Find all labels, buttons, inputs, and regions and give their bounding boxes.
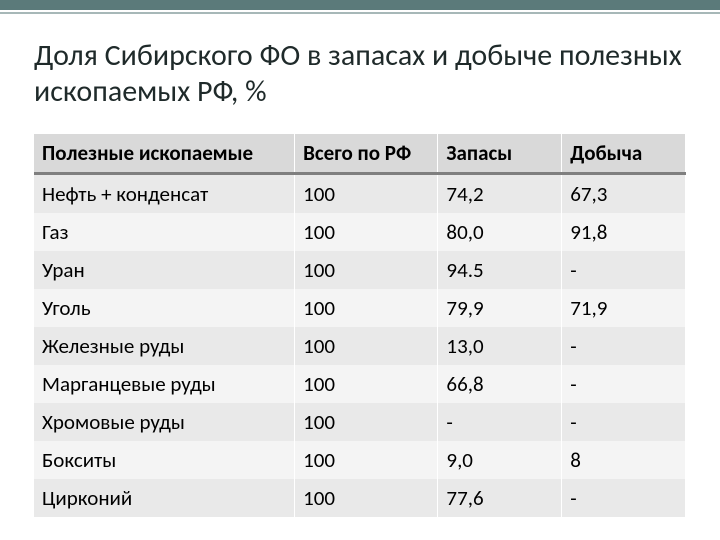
cell-total: 100 — [295, 403, 438, 441]
table-row: Уран 100 94.5 - — [34, 251, 686, 289]
table-row: Железные руды 100 13,0 - — [34, 327, 686, 365]
cell-production: 91,8 — [562, 213, 686, 251]
cell-production: 67,3 — [562, 174, 686, 214]
cell-mineral: Нефть + конденсат — [34, 174, 295, 214]
cell-reserves: 13,0 — [438, 327, 562, 365]
cell-total: 100 — [295, 289, 438, 327]
cell-mineral: Цирконий — [34, 479, 295, 517]
cell-production: - — [562, 479, 686, 517]
cell-production: 71,9 — [562, 289, 686, 327]
table-row: Уголь 100 79,9 71,9 — [34, 289, 686, 327]
table-row: Нефть + конденсат 100 74,2 67,3 — [34, 174, 686, 214]
cell-reserves: 66,8 — [438, 365, 562, 403]
cell-reserves: 94.5 — [438, 251, 562, 289]
cell-mineral: Хромовые руды — [34, 403, 295, 441]
table-row: Газ 100 80,0 91,8 — [34, 213, 686, 251]
minerals-table: Полезные ископаемые Всего по РФ Запасы Д… — [34, 134, 686, 517]
cell-production: - — [562, 403, 686, 441]
table-row: Марганцевые руды 100 66,8 - — [34, 365, 686, 403]
cell-reserves: 74,2 — [438, 174, 562, 214]
cell-mineral: Бокситы — [34, 441, 295, 479]
cell-total: 100 — [295, 441, 438, 479]
cell-production: - — [562, 251, 686, 289]
cell-mineral: Уголь — [34, 289, 295, 327]
cell-mineral: Газ — [34, 213, 295, 251]
cell-total: 100 — [295, 327, 438, 365]
col-reserves: Запасы — [438, 134, 562, 174]
cell-production: 8 — [562, 441, 686, 479]
cell-reserves: 80,0 — [438, 213, 562, 251]
slide-title: Доля Сибирского ФО в запасах и добыче по… — [34, 38, 686, 110]
cell-reserves: - — [438, 403, 562, 441]
col-mineral: Полезные ископаемые — [34, 134, 295, 174]
cell-total: 100 — [295, 365, 438, 403]
cell-total: 100 — [295, 174, 438, 214]
table-header-row: Полезные ископаемые Всего по РФ Запасы Д… — [34, 134, 686, 174]
table-row: Хромовые руды 100 - - — [34, 403, 686, 441]
decorative-accent-bar — [0, 0, 720, 10]
col-total-rf: Всего по РФ — [295, 134, 438, 174]
cell-mineral: Марганцевые руды — [34, 365, 295, 403]
cell-total: 100 — [295, 213, 438, 251]
cell-total: 100 — [295, 251, 438, 289]
cell-mineral: Уран — [34, 251, 295, 289]
cell-reserves: 77,6 — [438, 479, 562, 517]
cell-reserves: 9,0 — [438, 441, 562, 479]
table-row: Цирконий 100 77,6 - — [34, 479, 686, 517]
slide-body: Доля Сибирского ФО в запасах и добыче по… — [0, 0, 720, 517]
cell-reserves: 79,9 — [438, 289, 562, 327]
cell-mineral: Железные руды — [34, 327, 295, 365]
cell-production: - — [562, 327, 686, 365]
table-row: Бокситы 100 9,0 8 — [34, 441, 686, 479]
col-production: Добыча — [562, 134, 686, 174]
cell-total: 100 — [295, 479, 438, 517]
cell-production: - — [562, 365, 686, 403]
